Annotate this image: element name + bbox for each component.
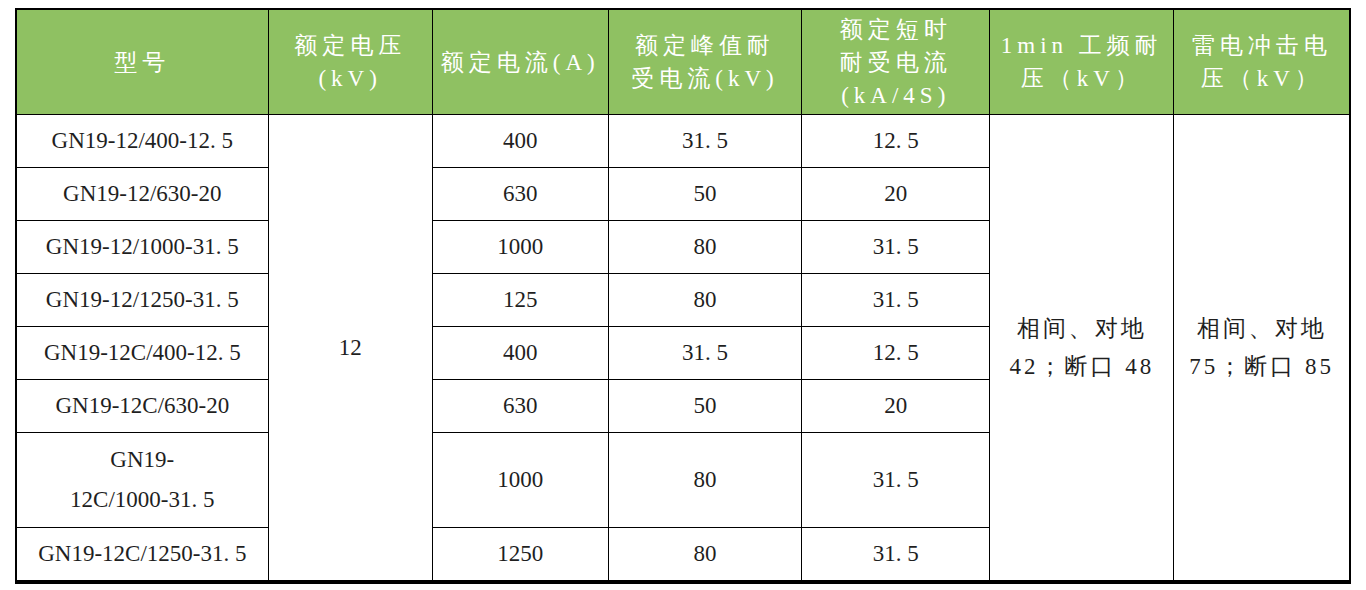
current-cell: 400 — [432, 327, 608, 380]
model-cell: GN19-12/1250-31. 5 — [16, 274, 268, 327]
header-power-frequency-withstand: 1min 工频耐 压（kV） — [990, 9, 1174, 115]
peak-current-cell: 80 — [608, 433, 801, 528]
header-model: 型号 — [16, 9, 268, 115]
short-time-cell: 31. 5 — [802, 528, 990, 583]
model-cell: GN19-12/630-20 — [16, 168, 268, 221]
peak-current-cell: 50 — [608, 168, 801, 221]
short-time-cell: 20 — [802, 168, 990, 221]
short-time-cell: 31. 5 — [802, 274, 990, 327]
header-rated-current: 额定电流(A) — [432, 9, 608, 115]
peak-current-cell: 31. 5 — [608, 327, 801, 380]
current-cell: 1000 — [432, 433, 608, 528]
short-time-cell: 31. 5 — [802, 221, 990, 274]
lightning-impulse-cell: 相间、对地 75；断口 85 — [1174, 115, 1350, 583]
rated-voltage-cell: 12 — [268, 115, 432, 583]
current-cell: 1000 — [432, 221, 608, 274]
peak-current-cell: 80 — [608, 221, 801, 274]
peak-current-cell: 80 — [608, 528, 801, 583]
peak-current-cell: 31. 5 — [608, 115, 801, 168]
specification-table: 型号 额定电压 (kV) 额定电流(A) 额定峰值耐 受电流(kV) 额定短时 … — [15, 8, 1351, 584]
model-cell: GN19-12/400-12. 5 — [16, 115, 268, 168]
current-cell: 400 — [432, 115, 608, 168]
short-time-cell: 20 — [802, 380, 990, 433]
header-rated-voltage: 额定电压 (kV) — [268, 9, 432, 115]
peak-current-cell: 50 — [608, 380, 801, 433]
model-cell: GN19-12/1000-31. 5 — [16, 221, 268, 274]
short-time-cell: 31. 5 — [802, 433, 990, 528]
model-cell: GN19-12C/630-20 — [16, 380, 268, 433]
short-time-cell: 12. 5 — [802, 327, 990, 380]
model-cell: GN19- 12C/1000-31. 5 — [16, 433, 268, 528]
power-frequency-cell: 相间、对地 42；断口 48 — [990, 115, 1174, 583]
header-row: 型号 额定电压 (kV) 额定电流(A) 额定峰值耐 受电流(kV) 额定短时 … — [16, 9, 1350, 115]
model-cell: GN19-12C/1250-31. 5 — [16, 528, 268, 583]
current-cell: 1250 — [432, 528, 608, 583]
header-short-time-withstand-current: 额定短时 耐受电流 (kA/4S) — [802, 9, 990, 115]
table-row: GN19-12/400-12. 5 12 400 31. 5 12. 5 相间、… — [16, 115, 1350, 168]
short-time-cell: 12. 5 — [802, 115, 990, 168]
current-cell: 630 — [432, 380, 608, 433]
model-cell: GN19-12C/400-12. 5 — [16, 327, 268, 380]
current-cell: 630 — [432, 168, 608, 221]
peak-current-cell: 80 — [608, 274, 801, 327]
header-lightning-impulse-voltage: 雷电冲击电 压（kV） — [1174, 9, 1350, 115]
header-peak-withstand-current: 额定峰值耐 受电流(kV) — [608, 9, 801, 115]
current-cell: 125 — [432, 274, 608, 327]
